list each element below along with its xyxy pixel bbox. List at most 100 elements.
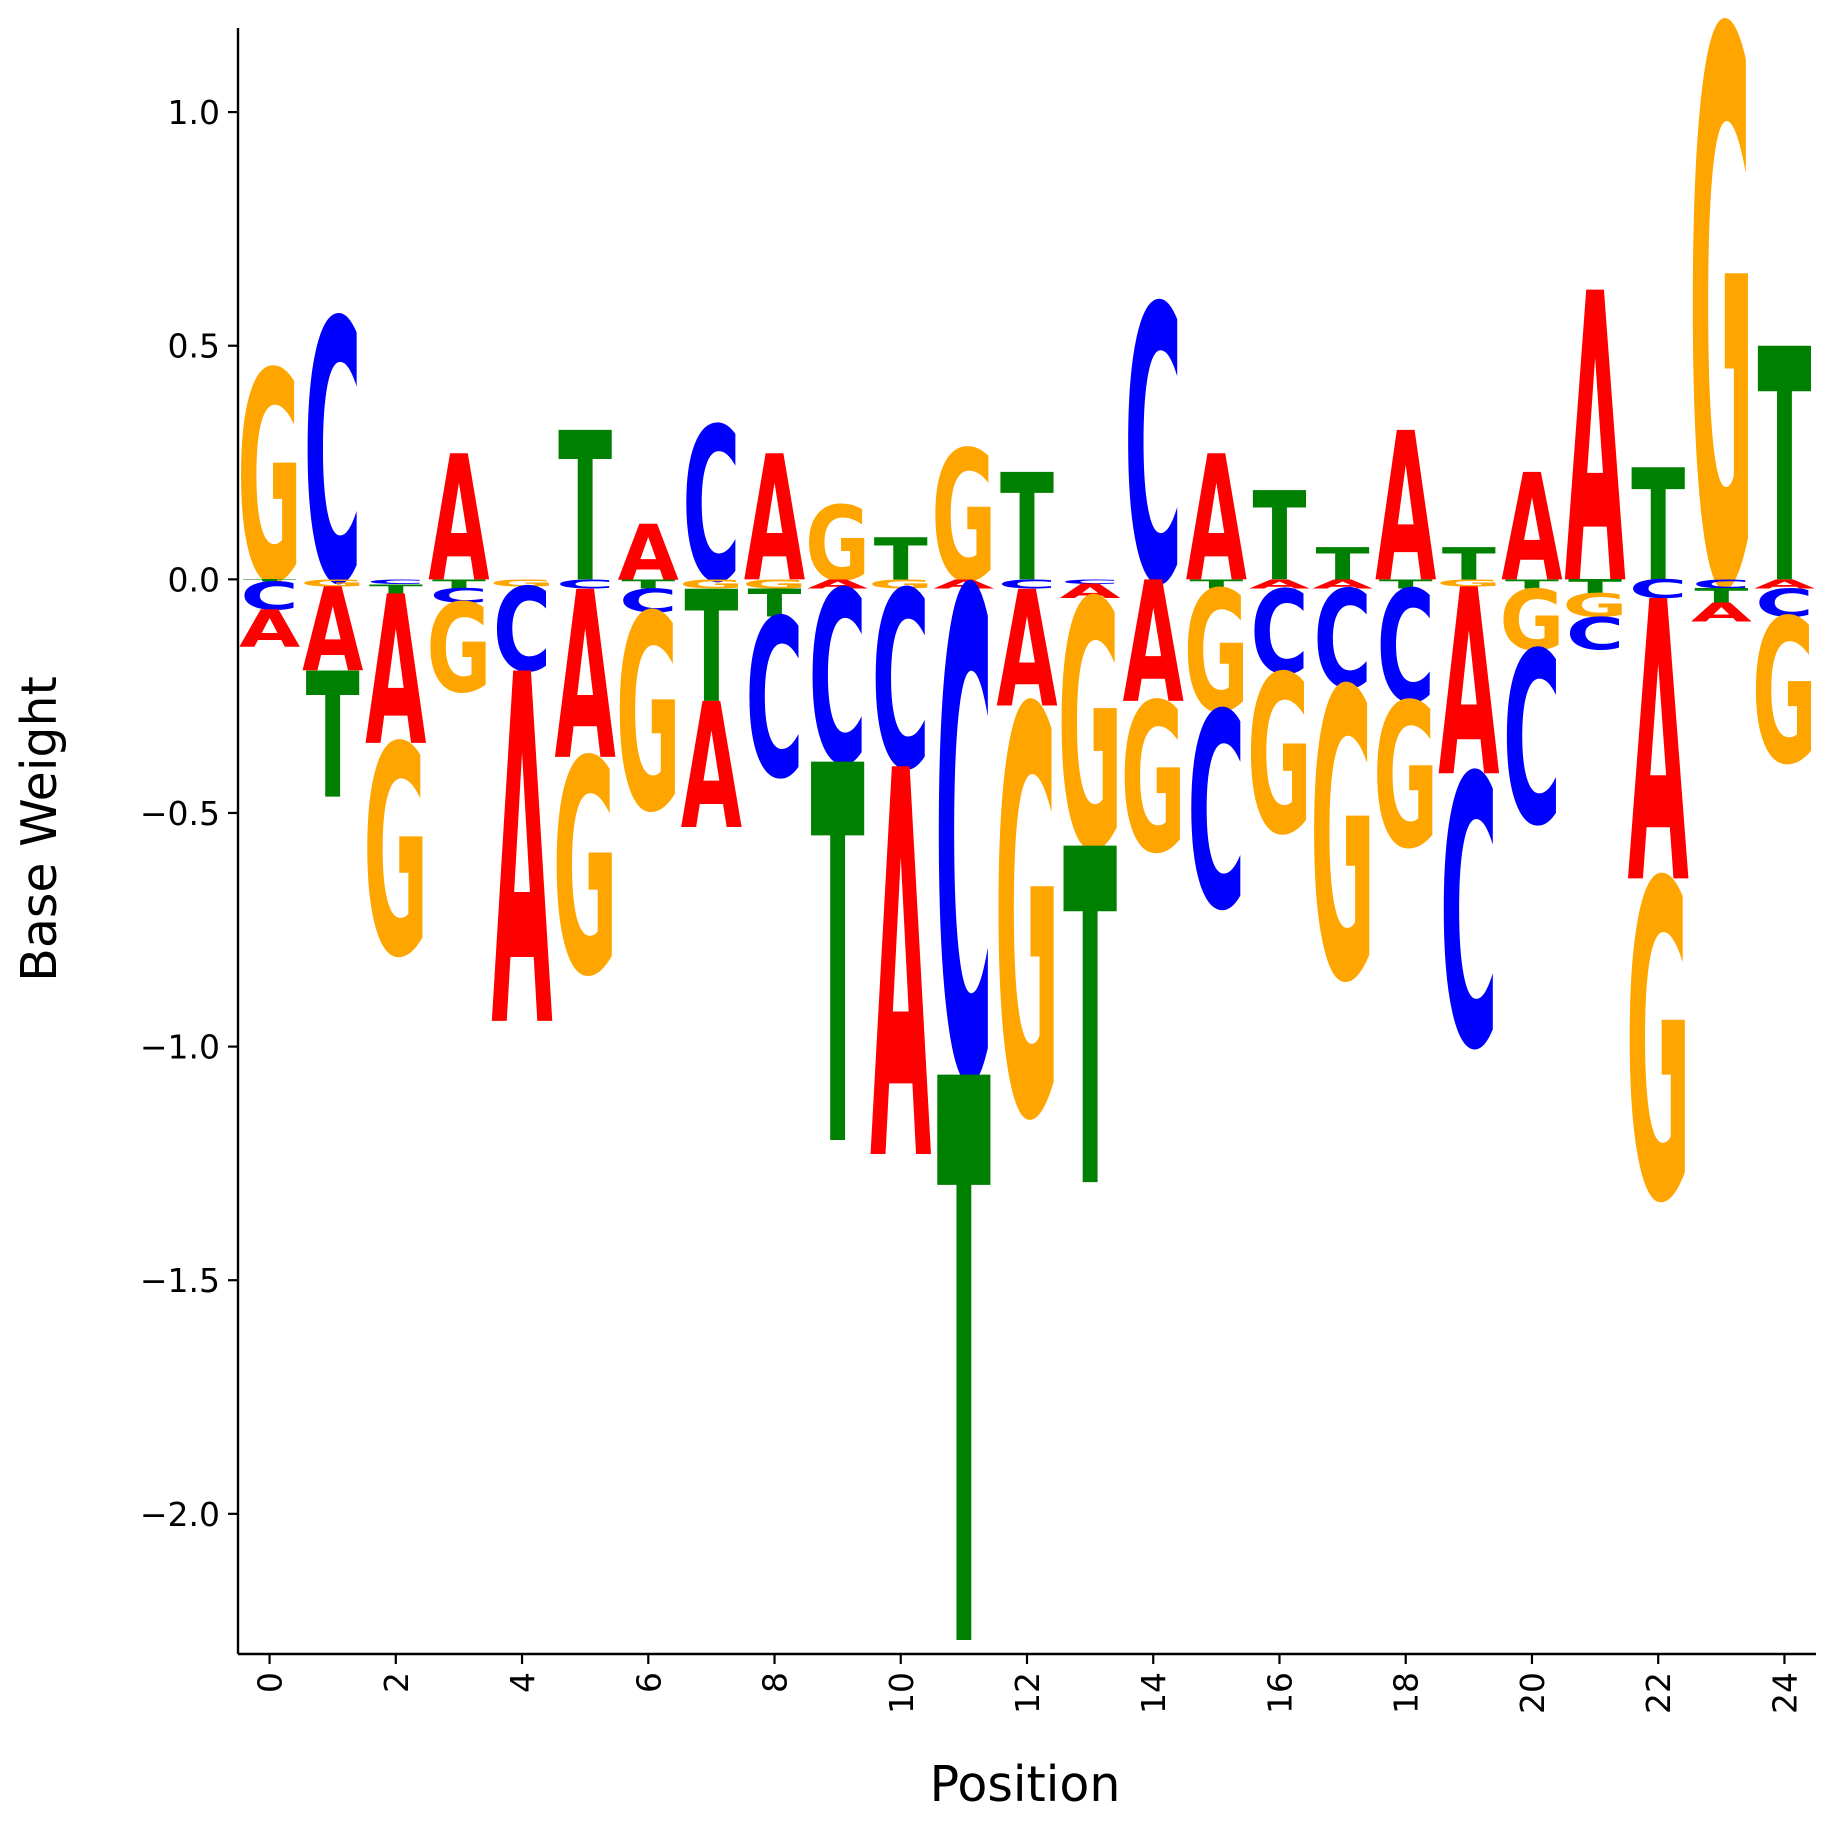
- logo-letter-t: T: [1442, 538, 1496, 590]
- logo-letter-a: A: [618, 509, 679, 598]
- logo-letter-t: T: [1379, 577, 1433, 592]
- logo-letter-g: G: [1436, 578, 1501, 589]
- logo-letter-g: G: [1058, 532, 1123, 927]
- logo-letter-c: C: [1314, 564, 1372, 720]
- logo-letter-c: C: [304, 248, 362, 665]
- logo-letter-a: A: [870, 660, 932, 1280]
- y-tick-label: 0.0: [168, 560, 220, 599]
- y-ticks: −2.0 −1.5 −1.0 −0.5 0.0 0.5 1.0: [140, 93, 238, 1534]
- logo-letter-g: G: [1184, 556, 1249, 750]
- logo-letter-g: G: [1752, 578, 1817, 809]
- logo-letter-t: T: [621, 577, 675, 592]
- logo-letter-g: G: [300, 578, 365, 589]
- logo-letter-a: A: [365, 553, 426, 792]
- logo-letter-g: G: [426, 580, 491, 721]
- logo-letter-g: G: [995, 594, 1060, 1244]
- logo-letter-g: G: [1373, 662, 1438, 893]
- logo-letter-a: A: [681, 666, 742, 868]
- logo-letter-t: T: [1757, 283, 1811, 656]
- logo-letter-c: C: [998, 577, 1056, 592]
- logo-letter-c: C: [1250, 567, 1308, 701]
- logo-letter-g: G: [237, 312, 302, 648]
- x-axis-label: Position: [930, 1756, 1121, 1813]
- logo-letter-c: C: [1755, 581, 1813, 626]
- logo-letter-c: C: [430, 585, 488, 607]
- logo-letter-a: A: [1312, 577, 1373, 592]
- logo-letter-a: A: [1060, 580, 1122, 602]
- logo-letter-c: C: [1629, 574, 1687, 604]
- logo-letter-a: A: [1249, 577, 1310, 592]
- logo-letter-a: A: [996, 557, 1057, 743]
- logo-letter-c: C: [619, 583, 677, 620]
- logo-letter-c: C: [1566, 608, 1624, 660]
- logo-letter-g: G: [490, 578, 555, 589]
- logo-letter-g: G: [1563, 588, 1628, 625]
- logo-letter-c: C: [809, 542, 867, 818]
- logo-letter-t: T: [874, 527, 928, 594]
- logo-letter-c: C: [935, 455, 993, 1232]
- x-tick-label: 8: [756, 1672, 795, 1693]
- logo-letter-a: A: [1438, 535, 1499, 834]
- logo-letter-a: A: [491, 576, 553, 1136]
- y-tick-label: −1.5: [140, 1261, 220, 1300]
- y-tick-label: −2.0: [140, 1495, 220, 1534]
- logo-letter-t: T: [1063, 756, 1117, 1293]
- logo-letter-g: G: [616, 559, 681, 872]
- logo-letter-t: T: [1631, 436, 1685, 616]
- logo-letter-t: T: [306, 636, 360, 838]
- logo-letter-a: A: [1564, 210, 1626, 673]
- logo-letter-a: A: [239, 599, 301, 659]
- logo-letter-c: C: [1124, 229, 1182, 669]
- logo-letter-g: G: [1310, 608, 1375, 1071]
- logo-letter-a: A: [1628, 522, 1690, 969]
- logo-letter-c: C: [367, 578, 425, 585]
- x-tick-label: 2: [377, 1672, 416, 1693]
- logo-letter-c: C: [1061, 578, 1119, 585]
- logo-letter-c: C: [682, 383, 740, 629]
- logo-letter-c: C: [556, 577, 614, 592]
- x-tick-label: 10: [882, 1672, 921, 1714]
- x-tick-label: 22: [1639, 1672, 1678, 1714]
- logo-letter-t: T: [937, 920, 991, 1823]
- logo-letter-c: C: [1377, 557, 1435, 737]
- logo-letter-g: G: [1499, 574, 1564, 670]
- logo-letter-c: C: [1187, 657, 1245, 970]
- logo-letter-t: T: [1316, 538, 1370, 590]
- logo-letter-t: T: [1505, 577, 1559, 592]
- x-tick-label: 0: [251, 1672, 290, 1693]
- logo-letter-c: C: [745, 574, 803, 828]
- x-tick-label: 12: [1008, 1672, 1047, 1714]
- logo-letter-t: T: [748, 581, 803, 626]
- logo-letter-a: A: [1186, 419, 1247, 621]
- logo-letter-a: A: [1123, 546, 1184, 740]
- logo-letter-t: T: [1189, 577, 1243, 592]
- y-tick-label: 1.0: [168, 93, 220, 132]
- logo-letter-c: C: [1440, 701, 1498, 1133]
- logo-letter-t: T: [1568, 576, 1622, 598]
- logo-letter-a: A: [302, 564, 364, 698]
- x-tick-label: 20: [1513, 1672, 1552, 1714]
- x-tick-label: 24: [1765, 1672, 1804, 1714]
- x-ticks: 0 2 4 6 8 10 12 14 16 18 20 22 24: [251, 1654, 1804, 1714]
- logo-letter-a: A: [933, 577, 994, 592]
- logo-letter-a: A: [807, 577, 868, 592]
- logo-letter-g: G: [363, 686, 428, 1022]
- logo-letter-g: G: [1247, 630, 1312, 884]
- x-tick-label: 6: [629, 1672, 668, 1693]
- logo-letter-t: T: [243, 579, 297, 583]
- logo-letter-g: G: [679, 577, 744, 592]
- logo-letter-g: G: [868, 577, 933, 592]
- logo-letter-t: T: [1000, 442, 1054, 614]
- logo-letter-t: T: [1694, 585, 1748, 607]
- y-axis-label: Base Weight: [11, 676, 68, 982]
- logo-letter-c: C: [872, 540, 930, 824]
- logo-letter-c: C: [1503, 602, 1561, 878]
- logo-letter-c: C: [241, 574, 299, 619]
- x-tick-label: 4: [503, 1672, 542, 1693]
- x-tick-label: 14: [1134, 1672, 1173, 1714]
- logo-letter-a: A: [555, 543, 616, 812]
- y-tick-label: −1.0: [140, 1028, 220, 1067]
